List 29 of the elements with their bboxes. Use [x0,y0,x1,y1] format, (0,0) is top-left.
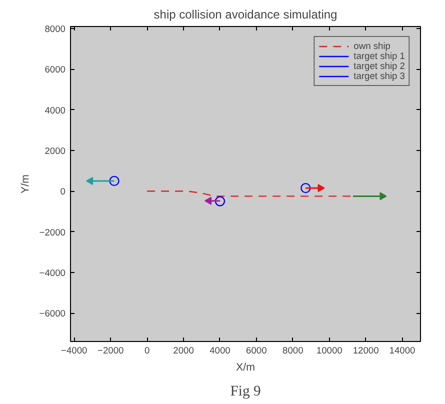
x-tick-label: −4000 [61,346,88,356]
legend-label: own ship [354,41,390,51]
caption: Fig 9 [230,384,261,400]
point [214,196,226,206]
x-tick-label: 0 [144,346,150,356]
x-tick-label: 6000 [246,346,267,356]
y-tick-label: 4000 [44,105,66,116]
y-tick-label: −6000 [39,308,66,319]
x-tick-label: 12000 [352,346,379,356]
x-tick-label: −2000 [98,346,124,356]
legend-label: target ship 2 [354,61,405,71]
point [109,176,120,186]
chart-title: ship collision avoidance simulating [154,8,338,22]
x-tick-label: 10000 [316,346,342,356]
x-tick-label: 2000 [173,346,194,356]
x-axis-title: X/m [236,362,256,374]
y-tick-label: 0 [60,186,66,197]
y-tick-label: 6000 [44,64,66,75]
y-axis-title: Y/m [19,174,32,194]
legend-label: target ship 1 [354,51,405,61]
y-tick-label: −4000 [39,268,66,278]
y-tick-label: 8000 [44,24,66,34]
point [300,182,311,194]
x-tick-label: 4000 [210,346,230,356]
x-tick-label: 14000 [389,346,416,356]
y-tick-label: −2000 [39,227,66,238]
y-tick-label: 2000 [44,146,66,156]
x-tick-label: 8000 [282,346,304,356]
legend-label: target ship 3 [354,71,405,81]
